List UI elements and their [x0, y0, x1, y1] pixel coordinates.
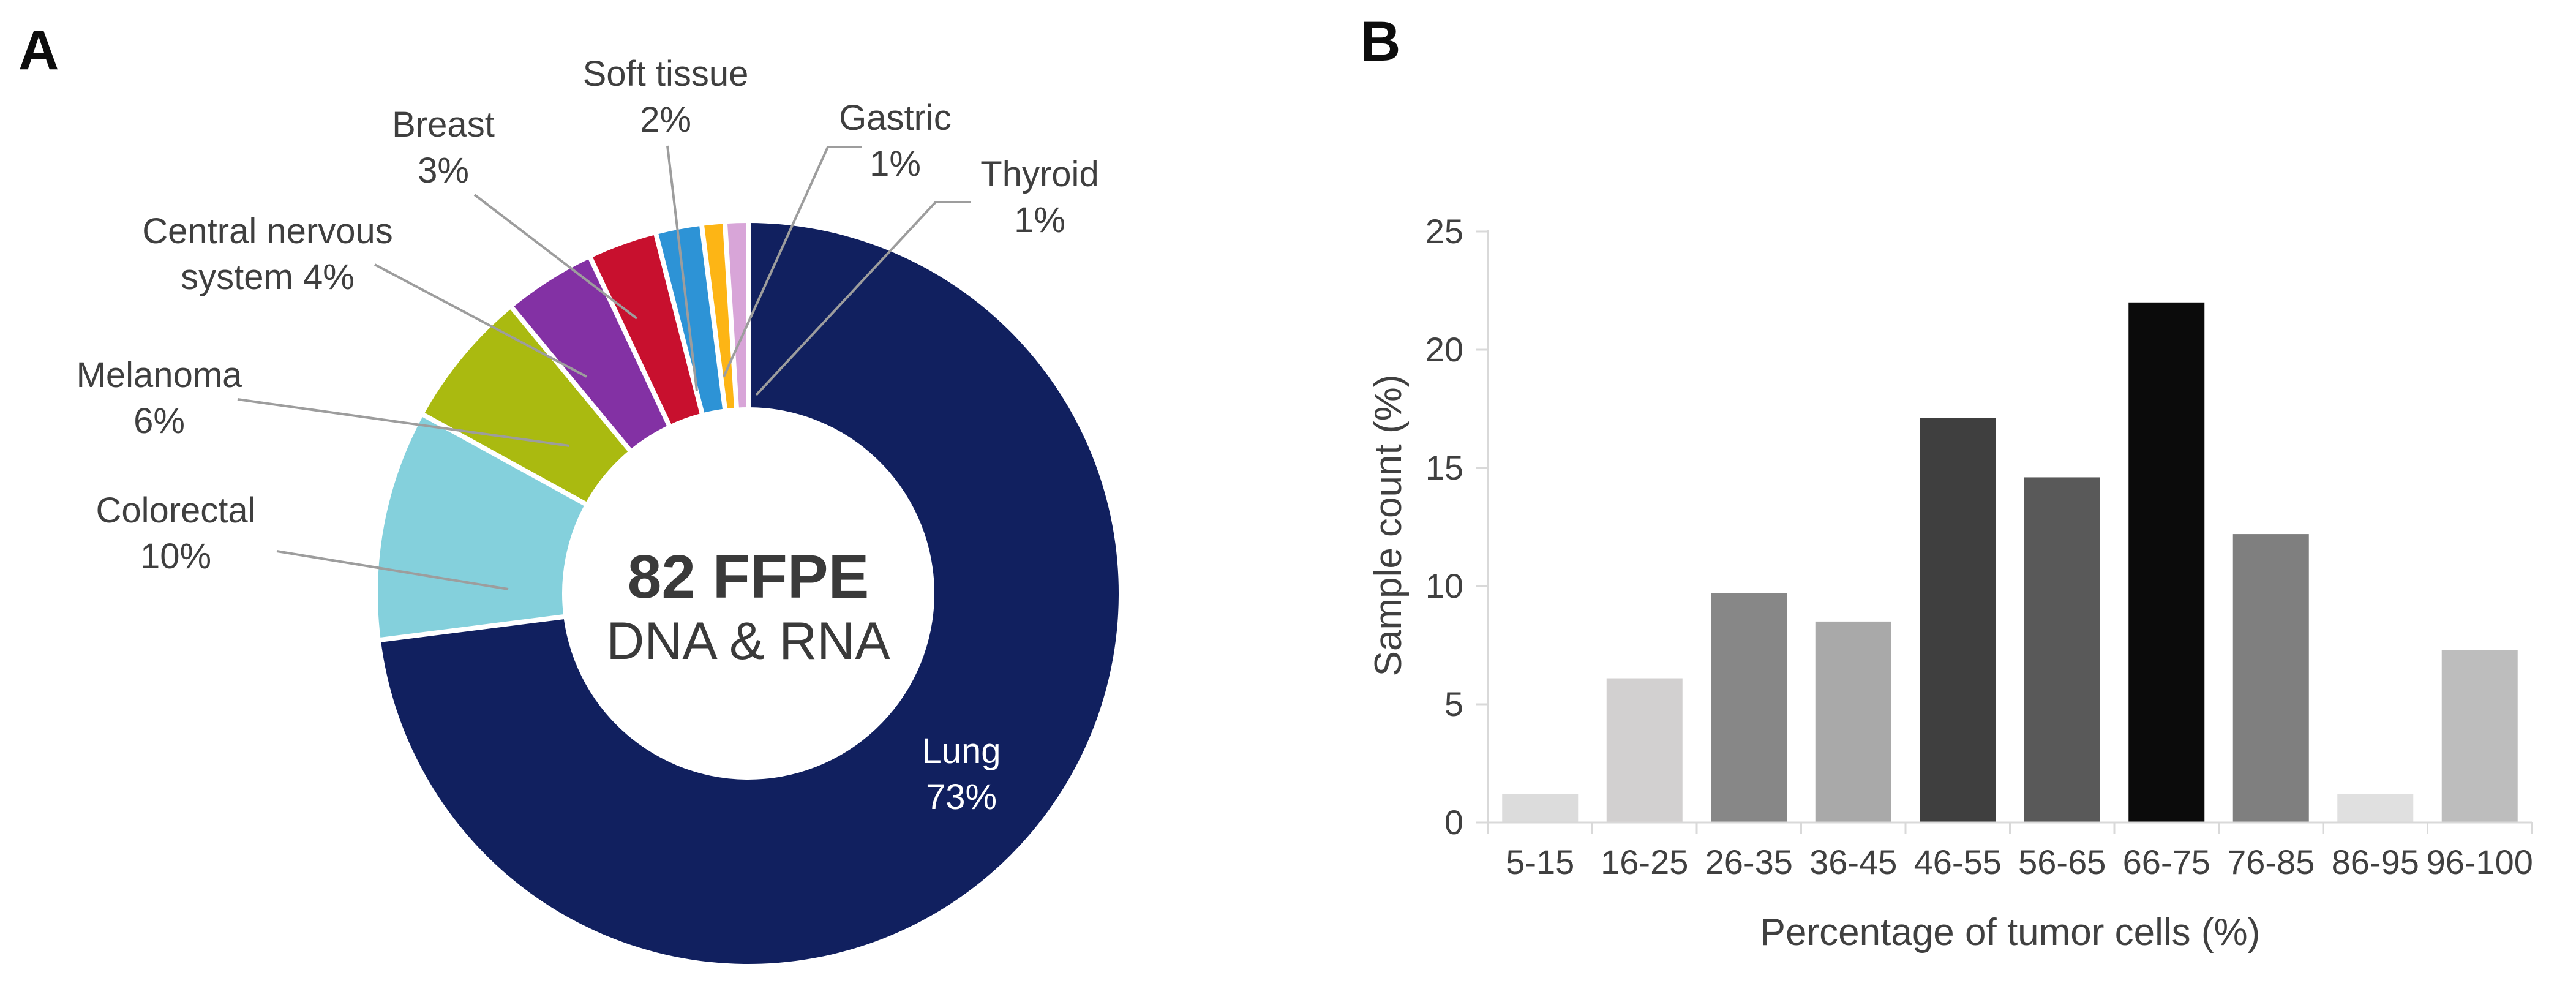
slice-gap — [587, 254, 673, 430]
x-tick-label-26-35: 26-35 — [1705, 843, 1793, 881]
donut-slice-central-nervous-system — [512, 258, 669, 450]
bar-56-65 — [2024, 477, 2100, 822]
x-tick-label-56-65: 56-65 — [2018, 843, 2106, 881]
panel-a-letter: A — [18, 19, 59, 81]
leader-line-central-nervous-system — [374, 263, 587, 378]
bar-86-95 — [2337, 794, 2414, 822]
y-axis-title: Sample count (%) — [1367, 374, 1410, 677]
bar-36-45 — [1815, 621, 1891, 822]
slice-gap — [722, 219, 740, 412]
leader-line-colorectal — [276, 550, 509, 590]
donut-label-gastric: Gastric 1% — [839, 95, 952, 187]
donut-label-line: Melanoma — [76, 355, 242, 395]
leader-line-gastric — [723, 146, 862, 377]
leader-line-thyroid — [755, 201, 971, 396]
donut-label-line: Colorectal — [96, 491, 256, 530]
panel-b-letter: B — [1360, 10, 1401, 73]
x-tick-label-36-45: 36-45 — [1809, 843, 1898, 881]
donut-slice-breast — [590, 235, 702, 425]
donut-label-line: Soft tissue — [582, 54, 749, 94]
slice-gap — [377, 614, 568, 643]
leader-line-melanoma — [237, 398, 570, 447]
x-tick-label-5-15: 5-15 — [1506, 843, 1575, 881]
donut-center-title: 82 FFPE — [627, 543, 869, 611]
y-tick-label: 25 — [1425, 212, 1463, 250]
slice-gap — [653, 230, 705, 418]
bar-66-75 — [2128, 302, 2205, 822]
x-tick-label-96-100: 96-100 — [2426, 843, 2533, 881]
slice-gap — [699, 222, 728, 413]
donut-label-thyroid: Thyroid 1% — [980, 151, 1098, 243]
donut-label-line: Thyroid — [980, 154, 1099, 194]
y-tick-label: 5 — [1444, 685, 1463, 723]
donut-label-line: Lung — [922, 731, 1001, 771]
donut-label-line: 3% — [418, 151, 469, 190]
x-tick-label-76-85: 76-85 — [2227, 843, 2315, 881]
donut-label-line: 10% — [140, 536, 212, 576]
y-tick-label: 0 — [1444, 803, 1463, 841]
bar-16-25 — [1606, 678, 1683, 822]
donut-label-line: system 4% — [181, 257, 355, 297]
slice-gap — [508, 303, 634, 454]
x-tick-label-86-95: 86-95 — [2331, 843, 2419, 881]
donut-label-line: 73% — [925, 777, 997, 817]
donut-label-lung: Lung 73% — [922, 728, 1001, 820]
bar-96-100 — [2441, 650, 2518, 822]
x-axis-title: Percentage of tumor cells (%) — [1760, 911, 2261, 954]
donut-label-line: 1% — [1014, 200, 1065, 240]
donut-label-line: Breast — [392, 105, 495, 145]
donut-label-colorectal: Colorectal 10% — [96, 487, 255, 579]
bar-26-35 — [1711, 593, 1787, 822]
donut-slice-melanoma — [423, 307, 630, 504]
donut-center-label: 82 FFPE DNA & RNA — [606, 543, 890, 672]
donut-label-melanoma: Melanoma 6% — [77, 352, 242, 444]
x-tick-label-16-25: 16-25 — [1601, 843, 1689, 881]
donut-label-line: 6% — [133, 401, 185, 441]
donut-label-soft-tissue: Soft tissue 2% — [583, 51, 749, 143]
donut-label-line: Central nervous — [142, 211, 393, 251]
donut-label-line: 1% — [869, 144, 921, 184]
donut-label-line: 2% — [640, 100, 691, 140]
x-tick-label-46-55: 46-55 — [1913, 843, 2002, 881]
donut-slice-thyroid — [725, 223, 748, 408]
bar-76-85 — [2232, 534, 2309, 822]
bar-5-15 — [1502, 794, 1579, 822]
donut-label-central-nervous-system: Central nervous system 4% — [142, 208, 392, 300]
y-tick-label: 15 — [1425, 448, 1463, 487]
bar-46-55 — [1920, 418, 1996, 822]
leader-line-soft-tissue — [666, 145, 698, 391]
y-tick-label: 10 — [1425, 566, 1463, 605]
x-tick-label-66-75: 66-75 — [2122, 843, 2210, 881]
donut-center-subtitle: DNA & RNA — [606, 612, 890, 671]
donut-label-breast: Breast 3% — [392, 102, 495, 194]
y-tick-label: 20 — [1425, 330, 1463, 369]
donut-label-line: Gastric — [839, 98, 952, 138]
donut-slice-lung — [380, 223, 1119, 964]
leader-line-breast — [473, 194, 638, 320]
donut-slice-colorectal — [378, 415, 585, 640]
